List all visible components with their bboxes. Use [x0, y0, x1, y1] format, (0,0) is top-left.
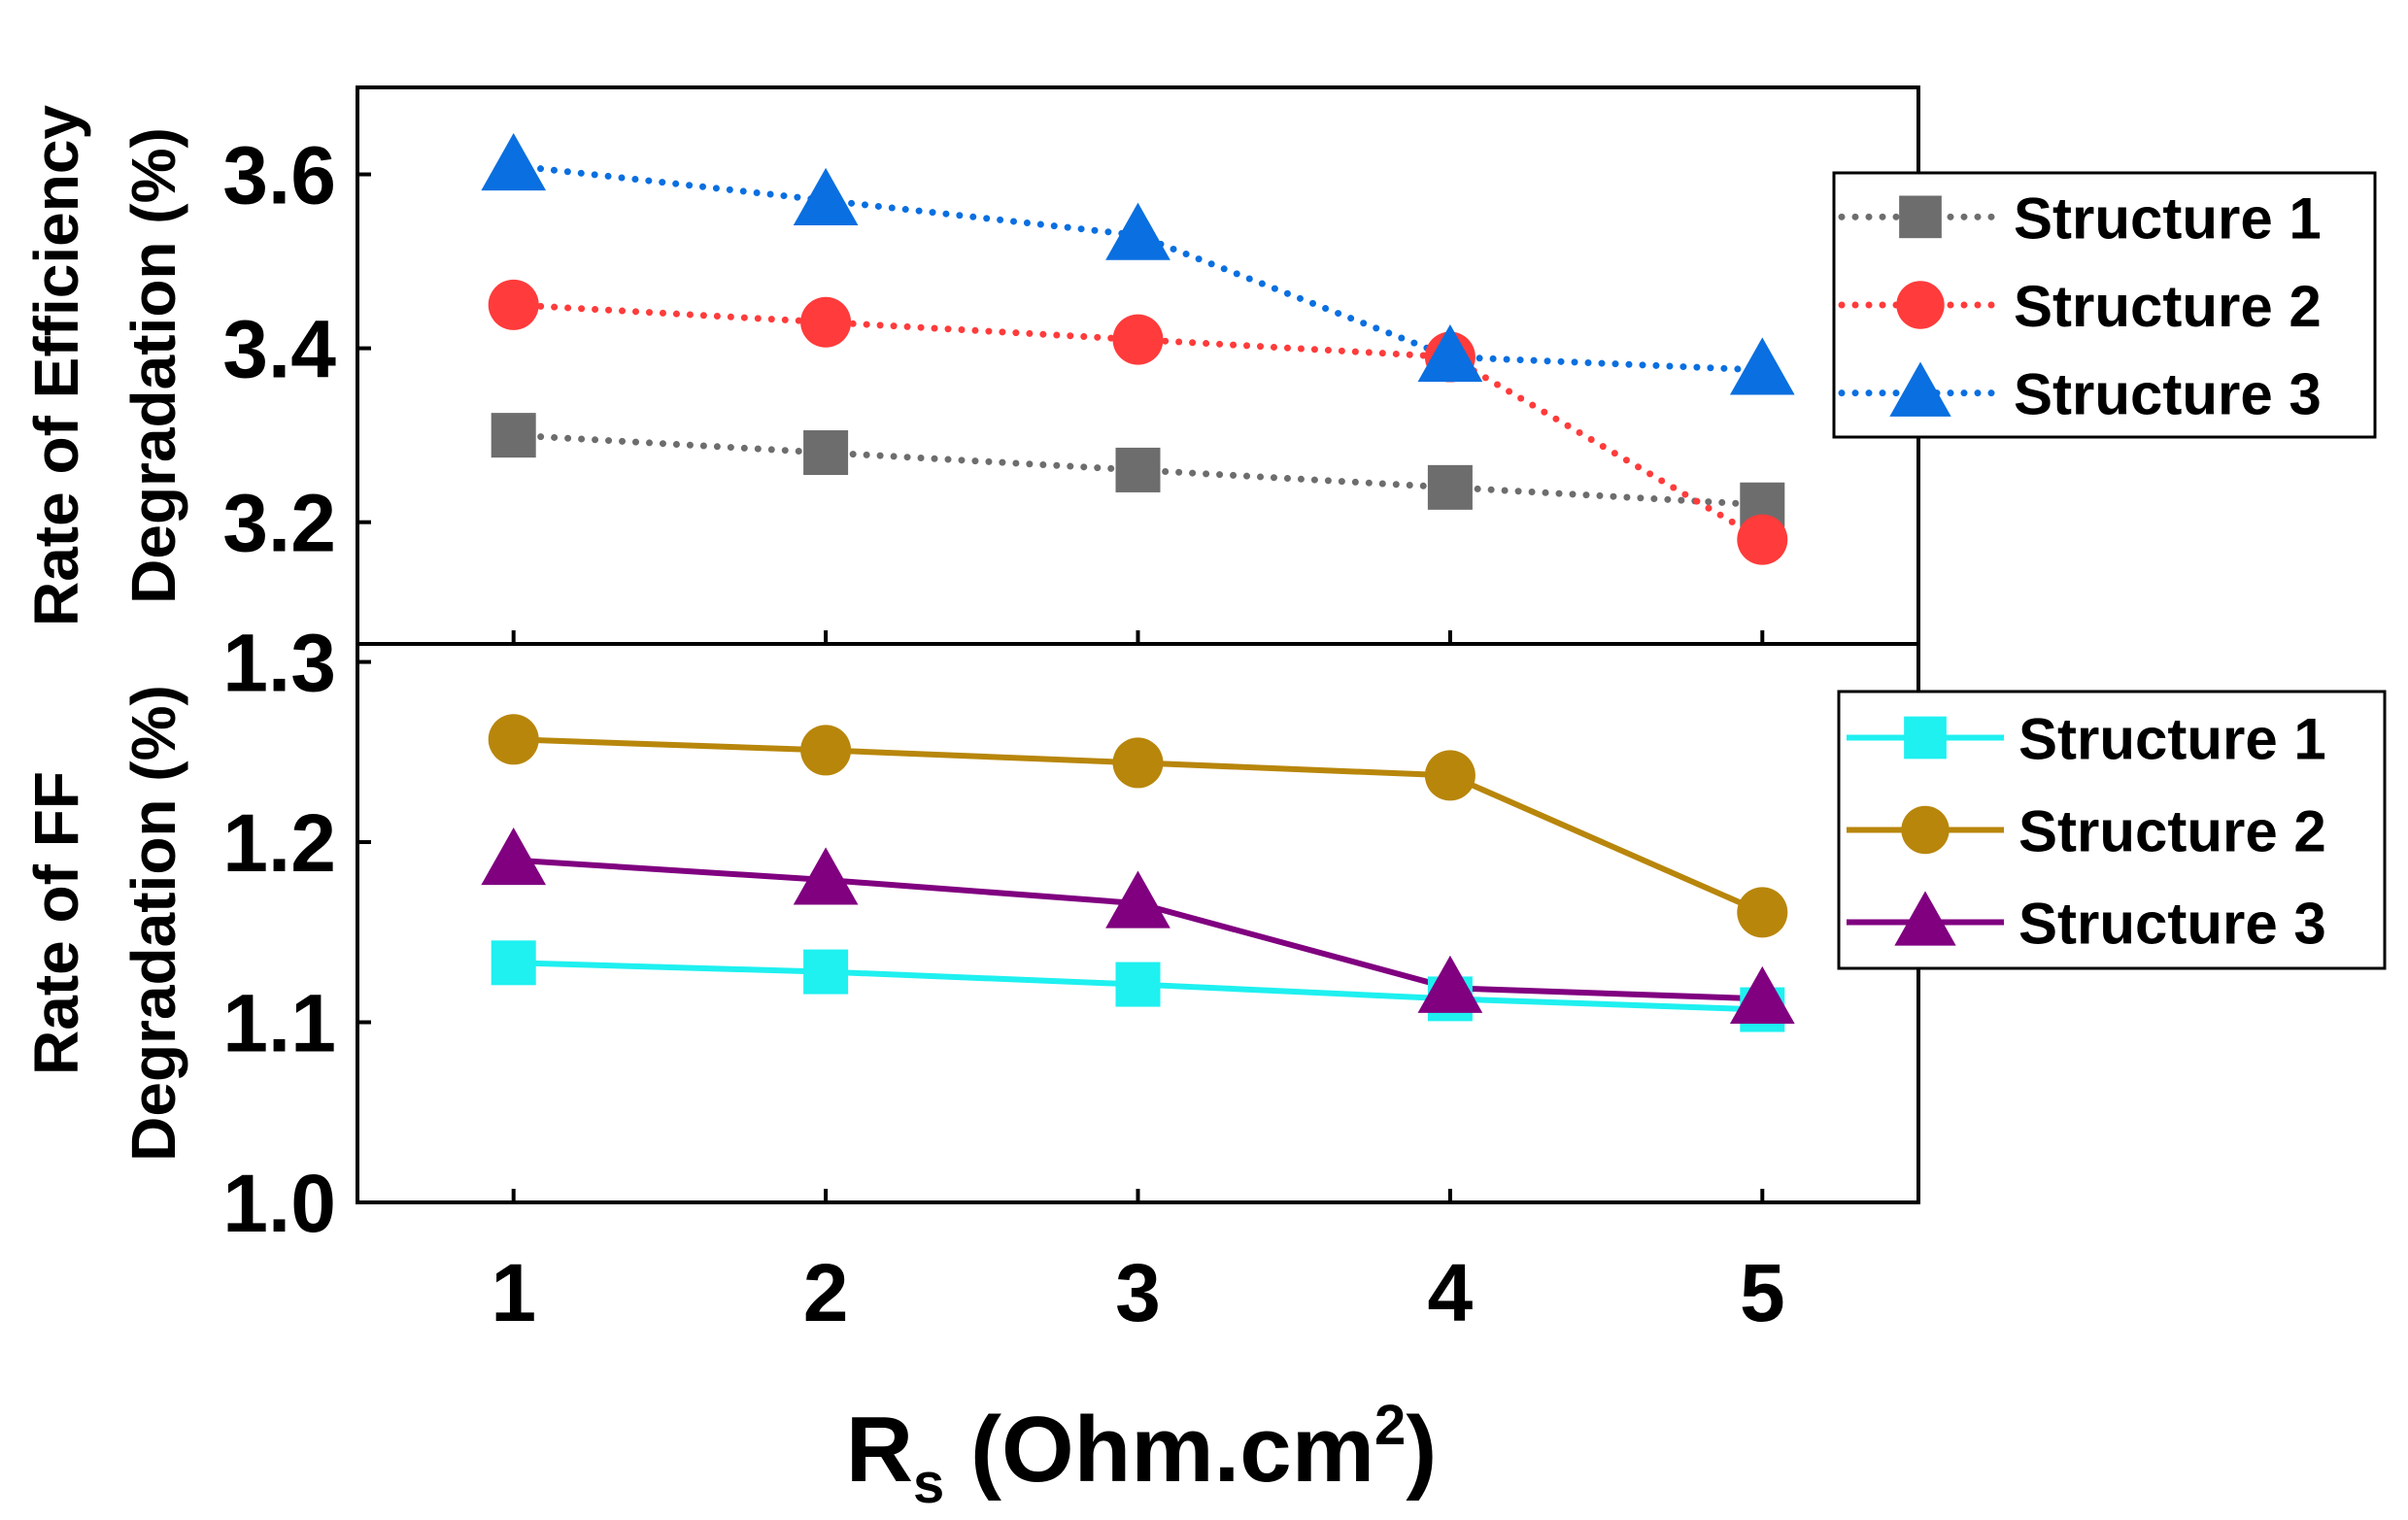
- top-ytick-label: 3.6: [222, 130, 336, 221]
- bottom-legend-label-1: Structure 1: [2018, 707, 2326, 772]
- top-ylabel-line1: Rate of Efficiency: [21, 105, 91, 626]
- xtick-label: 3: [1115, 1247, 1161, 1338]
- x-axis-label-mid: (Ohm.cm: [944, 1398, 1374, 1502]
- bottom-panel: 1.0 1.1 1.2 1.3 Rate of FF Degradation (%) Str…: [21, 618, 2387, 1249]
- top-panel: 3.2 3.4 3.6 Rate of Efficiency Degradation (…: [21, 85, 2377, 646]
- top-series-1-point: [1427, 464, 1473, 510]
- top-series-2-point: [1737, 514, 1788, 565]
- top-series-3-point: [481, 133, 547, 191]
- top-series-1-point: [491, 413, 536, 458]
- x-axis-label-end: ): [1406, 1398, 1437, 1502]
- x-axis-label: Rs (Ohm.cm2): [846, 1394, 1438, 1515]
- top-legend-label-3: Structure 3: [2014, 362, 2322, 427]
- bottom-series-1-point: [1115, 962, 1161, 1007]
- top-ytick-label: 3.2: [222, 478, 336, 569]
- bottom-legend-marker-2: [1901, 805, 1950, 855]
- top-ytick-label: 3.4: [222, 304, 336, 395]
- xtick-label: 1: [491, 1247, 536, 1338]
- bottom-ylabel-line2: Degradation (%): [119, 685, 188, 1162]
- bottom-series-2-point: [1424, 750, 1475, 801]
- xtick-label: 4: [1428, 1247, 1474, 1338]
- bottom-legend-marker-3: [1894, 891, 1956, 946]
- bottom-series-1-point: [491, 940, 536, 986]
- bottom-legend-marker-1: [1904, 716, 1947, 760]
- bottom-series-2-point: [1112, 737, 1164, 789]
- top-series-3-point: [1417, 323, 1483, 383]
- top-legend-label-2: Structure 2: [2014, 274, 2322, 339]
- bottom-series-2-point: [488, 714, 539, 765]
- x-axis-label-sup: 2: [1374, 1394, 1406, 1457]
- bottom-legend-label-3: Structure 3: [2018, 892, 2326, 957]
- top-legend-label-1: Structure 1: [2014, 186, 2322, 251]
- xtick-label: 2: [803, 1247, 849, 1338]
- top-series-2-point: [800, 296, 852, 348]
- bottom-series-2-point: [800, 725, 852, 776]
- bottom-series-3-point: [1417, 955, 1483, 1013]
- top-legend-marker-2: [1896, 281, 1945, 329]
- top-series-2-point: [1112, 314, 1164, 365]
- bottom-series-3-point: [481, 828, 547, 886]
- x-axis-label-sub: s: [913, 1452, 944, 1515]
- bottom-series-2-point: [1737, 887, 1788, 938]
- bottom-ytick-label: 1.2: [222, 797, 336, 889]
- bottom-series-3-point: [793, 847, 859, 905]
- bottom-legend: Structure 1 Structure 2 Structure 3: [1837, 690, 2387, 970]
- bottom-series-1-point: [803, 949, 849, 995]
- top-legend-marker-3: [1889, 361, 1951, 417]
- x-axis-label-main: R: [846, 1398, 913, 1502]
- bottom-series-3-point: [1729, 965, 1795, 1024]
- top-series-1-point: [1115, 447, 1161, 492]
- bottom-ytick-label: 1.0: [222, 1158, 336, 1249]
- top-ylabel-line2: Degradation (%): [119, 127, 188, 604]
- top-series-3-point: [793, 167, 859, 225]
- top-legend-marker-1: [1899, 195, 1942, 239]
- bottom-ytick-label: 1.1: [222, 978, 336, 1069]
- bottom-ylabel-line1: Rate of FF: [21, 771, 91, 1075]
- top-series-1-point: [803, 430, 849, 476]
- top-series-3-point: [1729, 337, 1795, 395]
- top-legend: Structure 1 Structure 2 Structure 3: [1832, 171, 2377, 439]
- top-series-2-point: [488, 279, 539, 330]
- bottom-series-3-point: [1105, 870, 1170, 929]
- bottom-ytick-label: 1.3: [222, 618, 336, 709]
- xtick-label: 5: [1740, 1247, 1785, 1338]
- bottom-legend-label-2: Structure 2: [2018, 799, 2326, 864]
- top-series-3-point: [1105, 202, 1170, 260]
